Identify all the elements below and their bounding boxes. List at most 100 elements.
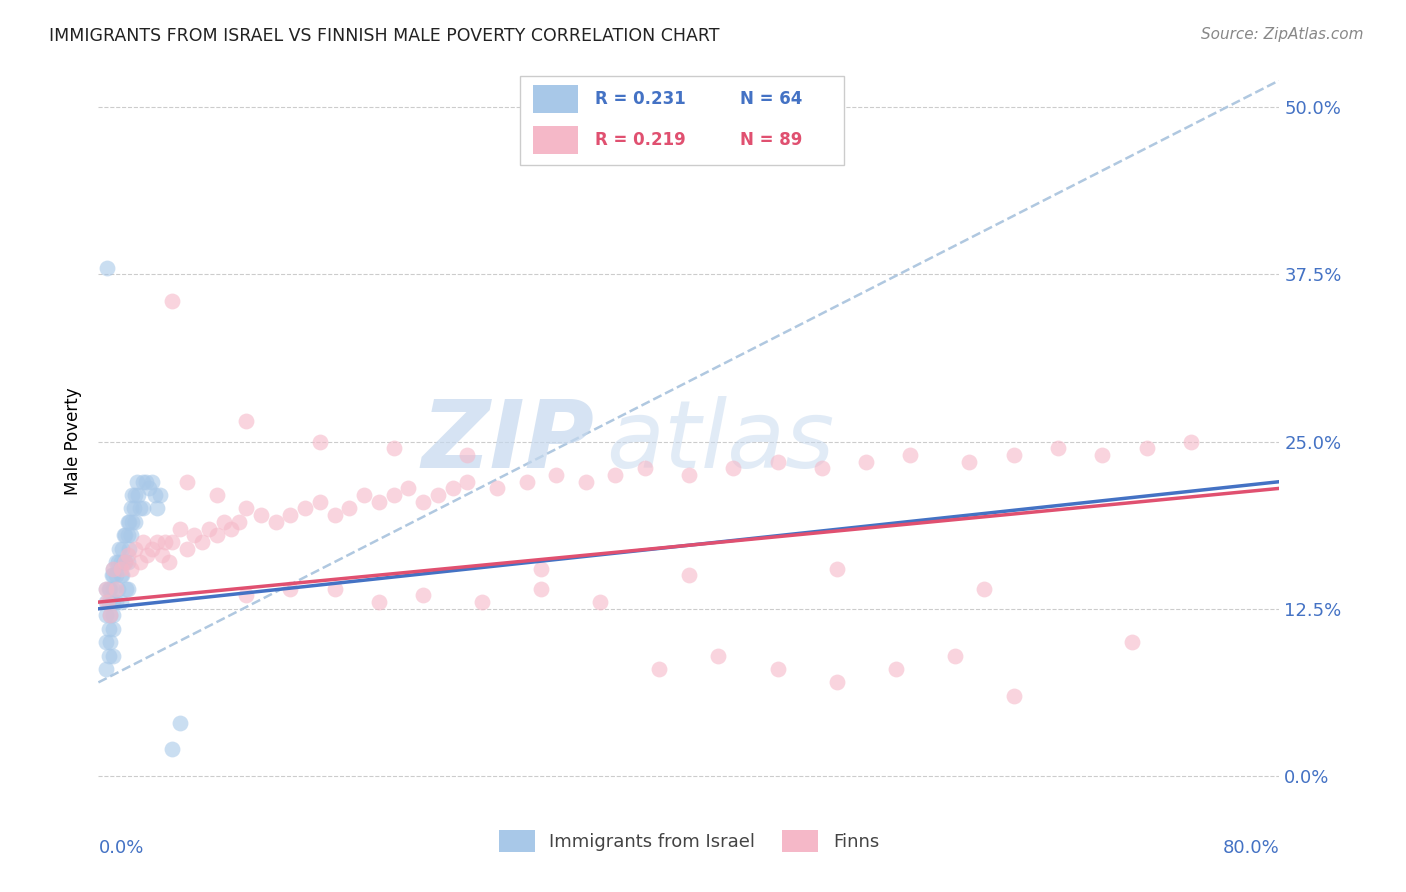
Point xyxy=(412,589,434,603)
FancyBboxPatch shape xyxy=(520,76,844,165)
Point xyxy=(103,562,125,576)
Point xyxy=(382,488,405,502)
Point xyxy=(110,568,132,582)
Point xyxy=(97,622,120,636)
Point xyxy=(1091,448,1114,462)
Point xyxy=(94,608,117,623)
Point xyxy=(183,528,205,542)
Point xyxy=(103,608,125,623)
Point xyxy=(309,434,332,449)
Point xyxy=(486,482,509,496)
Point xyxy=(132,475,155,489)
Point xyxy=(1136,442,1159,455)
Text: 0.0%: 0.0% xyxy=(98,838,143,857)
Point xyxy=(412,494,434,508)
Point xyxy=(457,448,479,462)
Point xyxy=(150,548,173,563)
Point xyxy=(111,568,134,582)
Point xyxy=(97,595,120,609)
Point xyxy=(162,535,183,549)
Point xyxy=(1002,448,1025,462)
Text: atlas: atlas xyxy=(606,396,835,487)
Point xyxy=(105,595,128,609)
Point xyxy=(120,562,142,576)
Y-axis label: Male Poverty: Male Poverty xyxy=(65,388,83,495)
Point xyxy=(124,488,146,502)
Point xyxy=(280,508,302,523)
Point xyxy=(124,515,146,529)
Point xyxy=(143,488,166,502)
Point xyxy=(103,562,125,576)
Point xyxy=(146,501,169,516)
Point xyxy=(117,515,139,529)
Point xyxy=(121,515,143,529)
Point xyxy=(121,488,143,502)
Point xyxy=(153,535,176,549)
Point xyxy=(191,535,214,549)
Point xyxy=(250,508,273,523)
Point xyxy=(368,595,391,609)
FancyBboxPatch shape xyxy=(533,85,578,113)
Point xyxy=(162,294,183,309)
Point xyxy=(1002,689,1025,703)
Point xyxy=(128,501,150,516)
Point xyxy=(115,582,138,596)
Point xyxy=(169,715,191,730)
Point xyxy=(149,488,172,502)
Point xyxy=(678,467,700,482)
Point xyxy=(122,501,145,516)
Point xyxy=(117,548,139,563)
Point xyxy=(235,414,257,429)
Point xyxy=(810,461,832,475)
Point xyxy=(723,461,745,475)
Point xyxy=(105,582,128,596)
Point xyxy=(825,675,848,690)
Point xyxy=(114,555,136,569)
FancyBboxPatch shape xyxy=(533,126,578,154)
Point xyxy=(530,562,553,576)
Point xyxy=(205,528,228,542)
Point xyxy=(98,582,121,596)
Point xyxy=(114,555,136,569)
Point xyxy=(141,541,163,556)
Point xyxy=(146,535,169,549)
Point xyxy=(1046,442,1070,455)
Point xyxy=(457,475,479,489)
Point xyxy=(117,582,139,596)
Point xyxy=(127,488,149,502)
Point xyxy=(339,501,361,516)
Point xyxy=(103,648,125,663)
Point xyxy=(110,555,132,569)
Point xyxy=(589,595,612,609)
Text: N = 89: N = 89 xyxy=(740,131,803,149)
Point xyxy=(98,635,121,649)
Point xyxy=(605,467,627,482)
Point xyxy=(546,467,568,482)
Point xyxy=(141,475,163,489)
Point xyxy=(228,515,250,529)
Text: R = 0.219: R = 0.219 xyxy=(595,131,685,149)
Point xyxy=(212,515,235,529)
Point xyxy=(198,521,221,535)
Point xyxy=(169,521,191,535)
Point xyxy=(97,648,120,663)
Point xyxy=(107,555,129,569)
Point xyxy=(110,595,132,609)
Point xyxy=(943,648,966,663)
Point xyxy=(138,482,160,496)
Text: IMMIGRANTS FROM ISRAEL VS FINNISH MALE POVERTY CORRELATION CHART: IMMIGRANTS FROM ISRAEL VS FINNISH MALE P… xyxy=(49,27,720,45)
Point xyxy=(855,455,877,469)
Point xyxy=(128,555,150,569)
Point xyxy=(120,501,142,516)
Point xyxy=(825,562,848,576)
Point xyxy=(1180,434,1202,449)
Point xyxy=(766,662,789,676)
Point xyxy=(471,595,494,609)
Text: ZIP: ZIP xyxy=(422,395,595,488)
Point xyxy=(205,488,228,502)
Point xyxy=(97,582,120,596)
Point xyxy=(176,475,198,489)
Point xyxy=(124,541,146,556)
Point xyxy=(766,455,789,469)
Point xyxy=(353,488,375,502)
